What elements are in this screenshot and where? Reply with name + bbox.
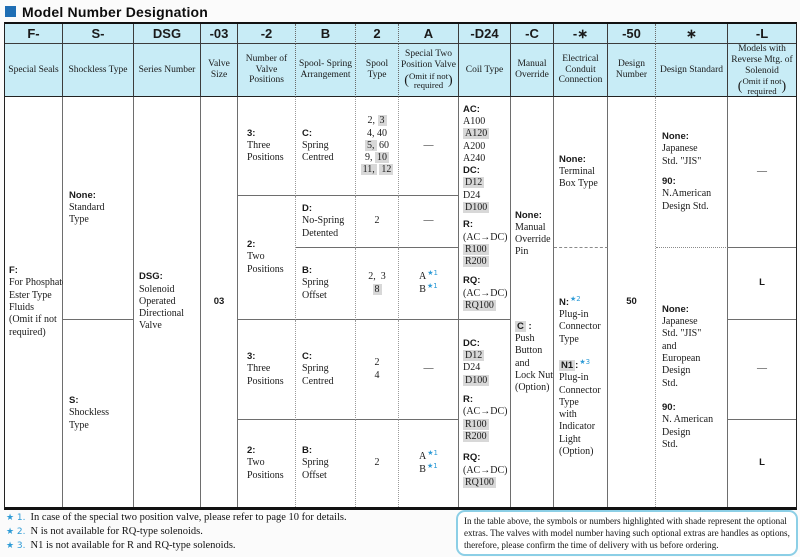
header-desc-design-number: Design Number — [608, 44, 656, 97]
cell-special-two-ab-2: A★1 B★1 — [399, 420, 459, 507]
header-code-special-two-position: A — [399, 24, 459, 44]
cell-series-number: DSG: Solenoid Operated Directional Valve — [134, 97, 201, 507]
section-marker-icon — [5, 6, 16, 17]
header-code-spool-spring: B — [296, 24, 356, 44]
header-desc-spool-type: Spool Type — [356, 44, 399, 97]
cell-reverse-dash-1: — — [728, 97, 796, 248]
star-icon: ★ 2. — [6, 527, 26, 538]
header-code-coil-type: -D24 — [459, 24, 511, 44]
cell-reverse-dash-2: — — [728, 320, 796, 420]
cell-design-number: 50 — [608, 97, 656, 507]
cell-special-two-dash-1: — — [399, 97, 459, 196]
manual-override-c: C : Push Button and Lock Nut (Option) — [515, 320, 554, 394]
cell-special-two-dash-3: — — [399, 320, 459, 420]
cell-arr-spring-centred-2: C: Spring Centred — [296, 320, 356, 420]
manual-override-none: None: Manual Override Pin — [515, 209, 551, 258]
footnote-3: ★ 3. N1 is not available for R and RQ-typ… — [6, 540, 236, 552]
conduit-n: N:★2 Plug-in Connector Type — [559, 294, 601, 345]
cell-arr-spring-centred-1: C: Spring Centred — [296, 97, 356, 196]
star-icon: ★ 1. — [6, 513, 26, 523]
footnotes: ★ 1. In case of the special two position … — [6, 511, 347, 554]
header-code-spool-type: 2 — [356, 24, 399, 44]
cell-coil-type-top: AC: A100 A120 A200 A240 DC: D12 D24 D100 R: (AC→DC… — [459, 97, 511, 320]
cell-coil-type-bottom: DC: D12 D24 D100 R: (AC→DC) R100 R200 RQ: (AC→DC)… — [459, 320, 511, 507]
header-code-design-number: -50 — [608, 24, 656, 44]
cell-spool-list-2: 2 — [356, 196, 399, 248]
header-code-conduit: -∗ — [554, 24, 608, 44]
cell-arr-spring-offset-1: B: Spring Offset — [296, 248, 356, 320]
cell-conduit-n-n1: N:★2 Plug-in Connector Type N1:★3 Plug-in Con… — [554, 248, 608, 507]
header-desc-manual-override: Manual Override — [511, 44, 554, 97]
cell-positions-three-2: 3: Three Positions — [238, 320, 296, 420]
cell-valve-size: 03 — [201, 97, 238, 507]
header-desc-shockless: Shockless Type — [63, 44, 134, 97]
conduit-n1: N1:★3 Plug-in Connector Type with Indicator Li… — [559, 357, 601, 457]
cell-shockless-s: S: Shockless Type — [63, 320, 134, 507]
header-desc-positions: Number of Valve Positions — [238, 44, 296, 97]
footnote-1: ★ 1. In case of the special two position … — [6, 512, 347, 523]
star-icon: ★ 3. — [6, 541, 26, 552]
cell-design-standard-bottom: None: Japanese Std. "JIS" and European Design… — [656, 248, 728, 507]
cell-positions-two-1: 2: Two Positions — [238, 196, 296, 320]
cell-positions-three-1: 3: Three Positions — [238, 97, 296, 196]
header-desc-special-two-position: Special Two Position Valve (Omit if not r… — [399, 44, 459, 97]
cell-spool-list-5: 2 — [356, 420, 399, 507]
header-code-shockless: S- — [63, 24, 134, 44]
cell-shockless-none: None: Standard Type — [63, 97, 134, 320]
header-code-design-standard: ∗ — [656, 24, 728, 44]
header-code-positions: -2 — [238, 24, 296, 44]
cell-special-two-dash-2: — — [399, 196, 459, 248]
cell-arr-spring-offset-2: B: Spring Offset — [296, 420, 356, 507]
optional-extras-note: In the table above, the symbols or numbe… — [456, 510, 798, 556]
cell-spool-list-1: 2, 3 4, 40 5, 60 9, 10 11, 12 — [356, 97, 399, 196]
omit-note: (Omit if not required) — [404, 71, 453, 91]
header-desc-special-seals: Special Seals — [5, 44, 63, 97]
header-code-valve-size: -03 — [201, 24, 238, 44]
model-number-table: F- S- DSG -03 -2 B 2 A -D24 -C -∗ -50 ∗ … — [4, 22, 797, 510]
cell-positions-two-2: 2: Two Positions — [238, 420, 296, 507]
header-desc-coil-type: Coil Type — [459, 44, 511, 97]
cell-special-two-ab-1: A★1 B★1 — [399, 248, 459, 320]
header-desc-series: Series Number — [134, 44, 201, 97]
cell-reverse-l-1: L — [728, 248, 796, 320]
header-code-reverse-mtg: -L — [728, 24, 796, 44]
cell-arr-no-spring-detented: D: No-Spring Detented — [296, 196, 356, 248]
header-desc-reverse-mtg: Models with Reverse Mtg. of Solenoid (Om… — [728, 44, 796, 97]
cell-manual-override: None: Manual Override Pin C : Push Button and L… — [511, 97, 554, 507]
cell-design-standard-top: None: Japanese Std. "JIS" 90: N.American Desi… — [656, 97, 728, 248]
omit-note: (Omit if not required) — [737, 76, 787, 96]
header-desc-conduit: Electrical Conduit Connection — [554, 44, 608, 97]
cell-special-seals: F: For Phosphate Ester Type Fluids (Omit if … — [5, 97, 67, 507]
section-title: Model Number Designation — [5, 3, 208, 20]
cell-conduit-none: None: Terminal Box Type — [554, 97, 608, 248]
header-code-manual-override: -C — [511, 24, 554, 44]
footnote-2: ★ 2. N is not available for RQ-type solen… — [6, 526, 203, 538]
header-desc-spool-spring: Spool- Spring Arrangement — [296, 44, 356, 97]
header-code-special-seals: F- — [5, 24, 63, 44]
cell-reverse-l-2: L — [728, 420, 796, 507]
header-code-series: DSG — [134, 24, 201, 44]
header-desc-design-standard: Design Standard — [656, 44, 728, 97]
header-desc-valve-size: Valve Size — [201, 44, 238, 97]
page-title: Model Number Designation — [22, 3, 209, 20]
